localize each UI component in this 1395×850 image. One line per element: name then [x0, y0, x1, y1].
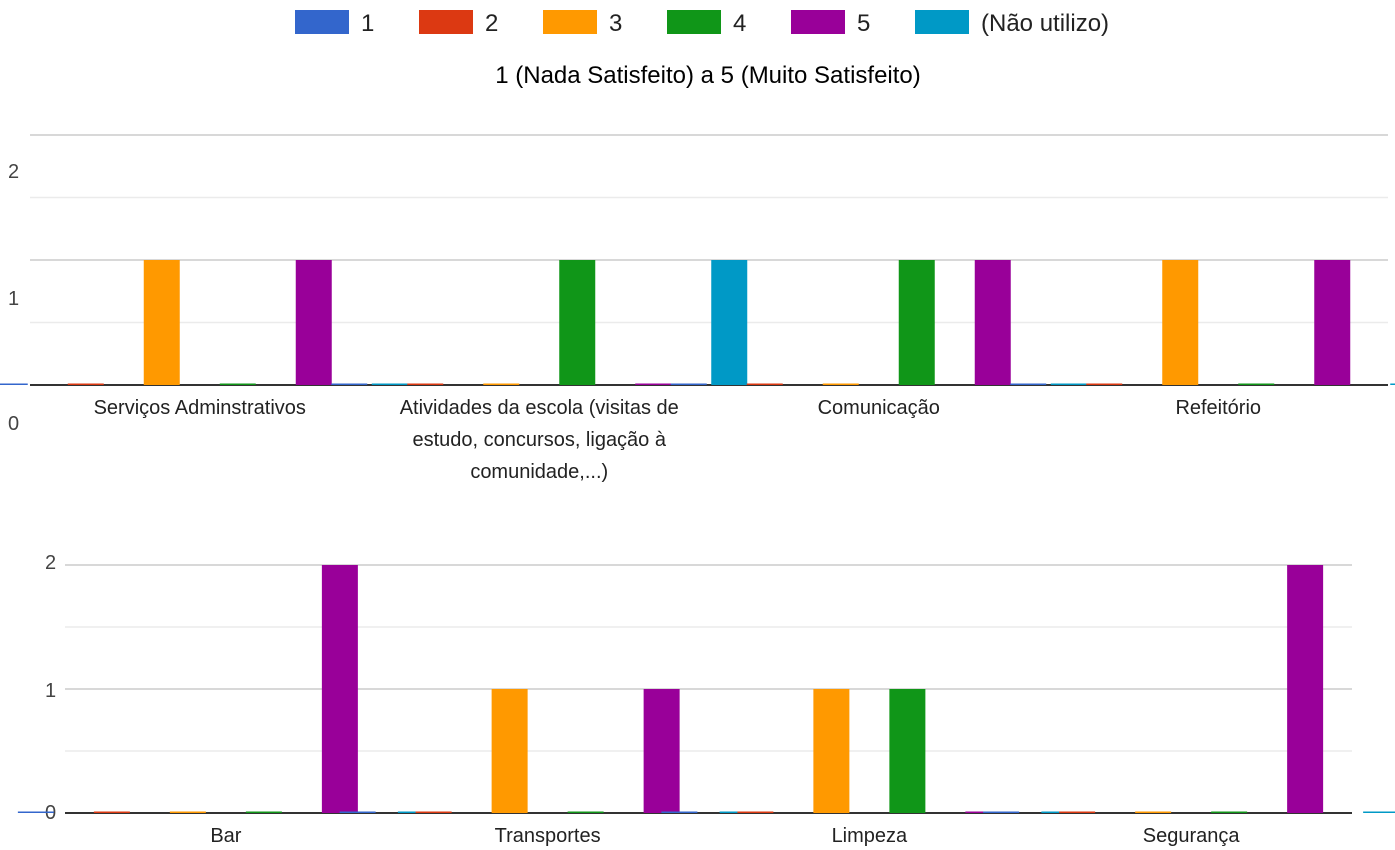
bar-1-2-series-3[interactable] — [483, 383, 520, 386]
bar-2-2-series-5[interactable] — [643, 689, 680, 813]
bar-1-3-series-1[interactable] — [670, 383, 707, 386]
category-label: Comunicação — [818, 397, 940, 419]
bar-2-2-series-4[interactable] — [567, 811, 604, 814]
bar-2-1-series-2[interactable] — [93, 811, 130, 814]
bar-1-2-series-2[interactable] — [407, 383, 444, 386]
legend-label-2: 2 — [485, 10, 498, 37]
bar-1-1-series-6[interactable] — [371, 383, 408, 386]
bar-1-3-series-6[interactable] — [1050, 383, 1087, 386]
bar-2-2-series-2[interactable] — [415, 811, 452, 814]
category-label: Atividades da escola (visitas de — [400, 397, 679, 419]
bar-1-3-series-4[interactable] — [898, 260, 935, 385]
bar-2-1-series-1[interactable] — [17, 811, 54, 814]
bar-2-1-series-3[interactable] — [169, 811, 206, 814]
y-tick-label: 2 — [8, 161, 19, 183]
bar-2-3-series-4[interactable] — [889, 689, 926, 813]
bar-2-4-series-5[interactable] — [1287, 565, 1324, 813]
bar-2-3-series-3[interactable] — [813, 689, 850, 813]
category-label: Refeitório — [1175, 397, 1261, 419]
category-label: comunidade,...) — [470, 461, 608, 483]
bar-1-4-series-4[interactable] — [1238, 383, 1275, 386]
category-label: Segurança — [1143, 825, 1241, 847]
legend-label-3: 3 — [609, 10, 622, 37]
bar-2-3-series-2[interactable] — [737, 811, 774, 814]
bar-1-2-series-6[interactable] — [711, 260, 748, 385]
legend-label-4: 4 — [733, 10, 746, 37]
category-label: estudo, concursos, ligação à — [413, 429, 667, 451]
category-label: Serviços Adminstrativos — [94, 397, 306, 419]
bar-1-1-series-1[interactable] — [0, 383, 28, 386]
legend-swatch-3[interactable] — [543, 10, 597, 34]
bar-2-4-series-2[interactable] — [1059, 811, 1096, 814]
bar-1-4-series-5[interactable] — [1314, 260, 1351, 385]
bar-2-1-series-5[interactable] — [321, 565, 358, 813]
legend-swatch-5[interactable] — [791, 10, 845, 34]
legend-swatch-6[interactable] — [915, 10, 969, 34]
bar-1-2-series-4[interactable] — [559, 260, 596, 385]
y-tick-label: 0 — [8, 413, 19, 435]
bar-2-4-series-6[interactable] — [1363, 811, 1395, 814]
legend-swatch-1[interactable] — [295, 10, 349, 34]
bar-1-2-series-1[interactable] — [331, 383, 368, 386]
legend-label-1: 1 — [361, 10, 374, 37]
bar-1-3-series-2[interactable] — [746, 383, 783, 386]
bar-1-4-series-1[interactable] — [1010, 383, 1047, 386]
legend-swatch-4[interactable] — [667, 10, 721, 34]
chart-subtitle: 1 (Nada Satisfeito) a 5 (Muito Satisfeit… — [495, 62, 921, 89]
bar-2-4-series-1[interactable] — [983, 811, 1020, 814]
bar-2-4-series-3[interactable] — [1135, 811, 1172, 814]
bar-1-1-series-5[interactable] — [295, 260, 332, 385]
category-label: Limpeza — [832, 825, 908, 847]
bar-2-4-series-4[interactable] — [1211, 811, 1248, 814]
bar-1-1-series-4[interactable] — [219, 383, 256, 386]
bar-2-3-series-1[interactable] — [661, 811, 698, 814]
legend-label-6: (Não utilizo) — [981, 10, 1109, 37]
chart-2: 012BarTransportesLimpezaSegurança — [17, 552, 1395, 847]
bar-1-2-series-5[interactable] — [635, 383, 672, 386]
bar-1-3-series-3[interactable] — [822, 383, 859, 386]
bar-1-4-series-3[interactable] — [1162, 260, 1199, 385]
chart-1: 0 1 2 Serviços Adminstrativos Atividades da … — [0, 134, 1395, 483]
legend: 1 2 3 4 5 (Não utilizo) — [295, 10, 1109, 37]
bar-1-4-series-2[interactable] — [1086, 383, 1123, 386]
y-tick-label: 1 — [45, 680, 56, 702]
legend-swatch-2[interactable] — [419, 10, 473, 34]
bar-2-1-series-4[interactable] — [245, 811, 282, 814]
bar-1-1-series-2[interactable] — [67, 383, 104, 386]
legend-label-5: 5 — [857, 10, 870, 37]
category-label: Transportes — [495, 825, 601, 847]
y-tick-label: 2 — [45, 552, 56, 574]
category-label: Bar — [210, 825, 241, 847]
y-tick-label: 1 — [8, 288, 19, 310]
bar-2-2-series-1[interactable] — [339, 811, 376, 814]
bar-1-1-series-3[interactable] — [143, 260, 180, 385]
bar-1-3-series-5[interactable] — [974, 260, 1011, 385]
bar-2-2-series-3[interactable] — [491, 689, 528, 813]
bar-1-4-series-6[interactable] — [1390, 383, 1395, 386]
